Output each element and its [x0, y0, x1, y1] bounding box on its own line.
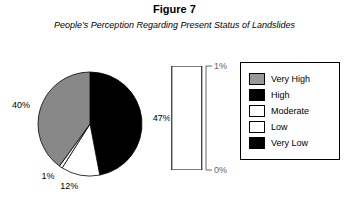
html-text:Low: Low: [271, 122, 288, 132]
svg-text:0%: 0%: [214, 165, 227, 175]
svg-text:47%: 47%: [153, 113, 170, 123]
html-text:Very High: Very High: [271, 74, 310, 84]
html-text:Figure 7: Figure 7: [153, 3, 196, 15]
html-text:Very Low: Very Low: [271, 138, 308, 148]
html-text:High: High: [271, 90, 290, 100]
svg-text:12%: 12%: [60, 181, 78, 191]
svg-text:1%: 1%: [214, 61, 227, 71]
svg-text:1%: 1%: [42, 171, 55, 181]
html-text:Moderate: Moderate: [271, 106, 309, 116]
svg-text:40%: 40%: [12, 100, 30, 110]
html-text:People’s Perception Regarding: People’s Perception Regarding Present St…: [54, 20, 295, 30]
